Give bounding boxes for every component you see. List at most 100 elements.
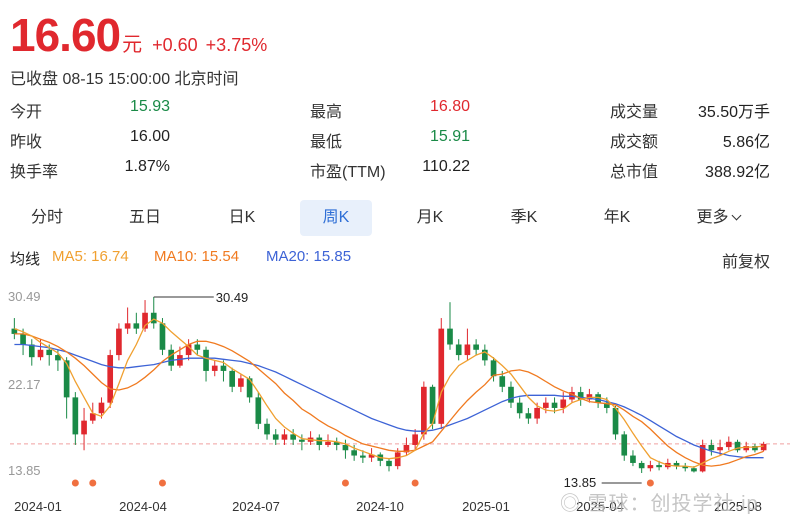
candle-body [272, 434, 279, 440]
tab-label: 周K [322, 209, 350, 226]
candle-body [177, 355, 183, 366]
candle-body [368, 454, 375, 458]
candle-body [150, 312, 157, 324]
candle-body [37, 349, 44, 358]
candlestick-chart[interactable]: 30.49 22.17 13.85 30.49 13.85 2024-01 2024-04 2… [0, 283, 800, 529]
candle-body [429, 386, 436, 424]
candle-body [708, 444, 715, 451]
tab-3[interactable]: 周K [300, 200, 372, 236]
adjust-toggle[interactable]: 前复权 [721, 254, 770, 271]
ma-legend: 均线 MA5: 16.74 MA10: 15.54 MA20: 15.85 [10, 248, 790, 270]
candle-body [255, 397, 262, 424]
tab-label: 五日 [128, 209, 161, 226]
stat-label: 总市值 [610, 164, 659, 181]
stat-value: 1.87% [124, 158, 170, 175]
tab-2[interactable]: 日K [206, 200, 278, 236]
candle-body [72, 397, 79, 435]
candle-body [168, 349, 175, 366]
market-status: 已收盘 08-15 15:00:00 北京时间 [10, 71, 239, 88]
price-row: 16.60 元 +0.60 +3.75% [10, 8, 267, 61]
candle-body [725, 441, 732, 448]
tab-6[interactable]: 年K [581, 200, 653, 236]
stat-value: 110.22 [422, 158, 470, 175]
candle-body [185, 344, 192, 356]
candle-body [421, 386, 427, 435]
watermark: ◎ 雪球：创投学社.ip [560, 493, 759, 515]
candle-body [699, 444, 706, 472]
candle-body [447, 328, 453, 345]
candle-body [621, 434, 628, 456]
stat-value: 15.91 [429, 128, 470, 145]
stat-label: 最低 [310, 134, 343, 151]
candle-body [499, 376, 506, 387]
ma-label: 均线 [10, 251, 41, 268]
stat-value: 16.80 [429, 98, 470, 115]
candle-body [63, 360, 70, 398]
candle-body [638, 462, 645, 469]
tab-0[interactable]: 分时 [11, 200, 83, 236]
event-marker-dot [89, 479, 97, 487]
price-change: +0.60 [152, 35, 198, 55]
ma5-value: MA5: 16.74 [52, 248, 129, 265]
x-tick-label: 2024-07 [232, 499, 280, 514]
x-tick-label: 2024-01 [14, 499, 62, 514]
chevron-down-icon [731, 210, 741, 221]
x-tick-label: 2024-04 [119, 499, 167, 514]
candle-body [360, 455, 366, 458]
stat-value: 5.86亿 [722, 134, 770, 151]
candle-body [238, 378, 244, 387]
x-tick-label: 2025-01 [462, 499, 510, 514]
event-marker-dot [341, 479, 349, 487]
candle-body [482, 349, 488, 361]
y-tick-label: 30.49 [8, 289, 41, 304]
tab-label: 月K [416, 209, 444, 226]
high-annotation-label: 30.49 [216, 290, 249, 305]
candle-body [116, 328, 122, 356]
candle-body [760, 443, 767, 451]
candle-body [577, 392, 584, 400]
stat-value: 35.50万手 [697, 104, 770, 121]
candle-body [464, 344, 471, 356]
tab-5[interactable]: 季K [488, 200, 560, 236]
candle-body [560, 399, 567, 408]
x-tick-label: 2024-10 [356, 499, 404, 514]
candle-body [133, 323, 140, 329]
candle-body [246, 378, 253, 398]
stat-value: 388.92亿 [705, 164, 770, 181]
tab-4[interactable]: 月K [394, 200, 466, 236]
candle-body [534, 407, 540, 419]
x-tick-label: 2025-08 [714, 499, 762, 514]
candle-body [20, 333, 26, 345]
stat-label: 市盈(TTM) [310, 164, 386, 181]
candle-body [351, 450, 357, 456]
candle-body [211, 365, 218, 371]
x-tick-label: 2025-04 [576, 499, 624, 514]
candle-body [656, 465, 662, 468]
candle-body [264, 423, 270, 435]
stats-row: 今开 15.93 最高 16.80 成交量 35.50万手 [0, 98, 800, 128]
candle-body [46, 349, 53, 356]
ma20-line [14, 343, 764, 459]
candle-body [516, 402, 523, 414]
candle-body [98, 402, 105, 414]
low-annotation-label: 13.85 [564, 475, 597, 490]
candle-body [299, 439, 305, 442]
candle-body [438, 328, 445, 424]
candle-body [333, 441, 340, 445]
candle-body [28, 344, 35, 358]
candle-body [107, 355, 114, 403]
candle-body [394, 452, 401, 467]
tab-1[interactable]: 五日 [109, 200, 181, 236]
tab-7[interactable]: 更多 [682, 200, 754, 236]
candle-body [412, 434, 418, 445]
candle-body [220, 365, 227, 371]
candle-body [647, 465, 654, 469]
tab-label: 分时 [30, 209, 63, 226]
candle-body [281, 434, 288, 440]
candle-body [11, 328, 18, 334]
event-marker-dot [158, 479, 166, 487]
candle-body [752, 446, 758, 451]
candle-body [551, 402, 558, 408]
candle-body [203, 349, 209, 371]
candle-body [89, 413, 96, 421]
